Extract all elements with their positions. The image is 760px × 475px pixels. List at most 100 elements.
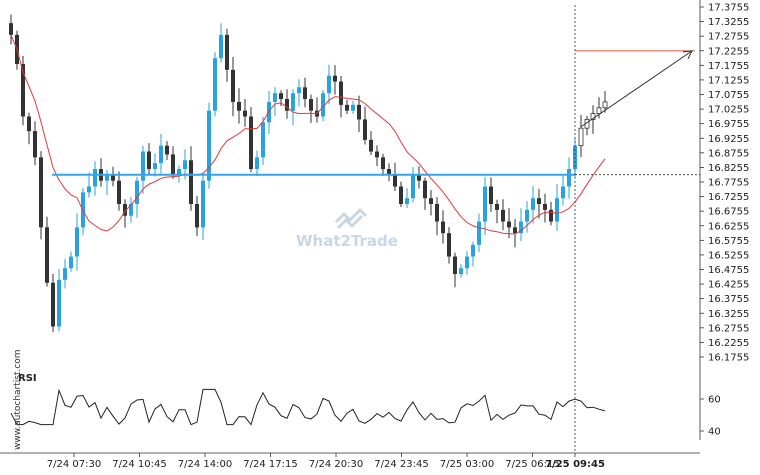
candle-body [153, 163, 157, 170]
price-tick-label: 16.7755 [708, 178, 749, 189]
candle-body [129, 204, 133, 216]
candle-body [602, 101, 608, 109]
watermark-text: What2Trade [296, 232, 398, 250]
candle-body [201, 180, 205, 228]
candles [9, 14, 608, 333]
price-tick-label: 16.8255 [708, 163, 749, 174]
candle-body [549, 209, 553, 222]
price-tick-label: 16.8755 [708, 148, 749, 159]
candle-body [243, 110, 247, 117]
rsi-tick-label: 40 [708, 427, 721, 438]
candle-body [357, 104, 361, 120]
candle-body [57, 279, 61, 327]
candle-body [51, 282, 55, 327]
candle-body [339, 81, 343, 105]
candle-body [93, 169, 97, 187]
price-tick-label: 16.6755 [708, 207, 749, 218]
candle-body [219, 34, 223, 59]
candle-body [333, 75, 337, 82]
arrow-head-icon [682, 50, 693, 60]
candle-body [327, 75, 331, 94]
candle-body [429, 198, 433, 205]
candle-body [513, 227, 517, 234]
candle-body [189, 160, 193, 205]
time-tick-label: 7/25 09:45 [545, 459, 605, 470]
candle-body [411, 174, 415, 199]
candle-body [483, 186, 487, 222]
candle-body [33, 131, 37, 158]
price-tick-label: 16.3755 [708, 294, 749, 305]
price-tick-label: 16.4755 [708, 265, 749, 276]
candle-body [405, 198, 409, 205]
candle-body [87, 186, 91, 193]
candle-body [183, 160, 187, 170]
candle-body [578, 127, 584, 147]
candle-body [596, 107, 602, 115]
candle-body [9, 23, 13, 35]
time-tick-label: 7/24 17:15 [243, 459, 297, 470]
candle-body [21, 64, 25, 117]
candle-body [435, 204, 439, 222]
candle-body [501, 209, 505, 222]
candle-body [207, 110, 211, 181]
price-tick-label: 17.2255 [708, 46, 749, 57]
candle-body [249, 116, 253, 170]
rsi-line [10, 388, 606, 426]
candle-body [417, 174, 421, 181]
candle-body [399, 186, 403, 205]
candle-body [111, 174, 115, 181]
candle-body [195, 204, 199, 228]
price-tick-label: 16.6255 [708, 221, 749, 232]
candle-body [375, 151, 379, 158]
candle-body [387, 169, 391, 175]
price-tick-label: 17.3255 [708, 17, 749, 28]
candle-body [225, 34, 229, 70]
candle-body [351, 104, 355, 111]
candle-body [531, 198, 535, 210]
rsi-axis: 60 40 [700, 395, 721, 438]
candle-body [495, 204, 499, 210]
candle-body [39, 157, 43, 228]
candle-body [441, 221, 445, 234]
rsi-tick-label: 60 [708, 395, 721, 406]
candle-body [519, 221, 523, 234]
price-tick-label: 16.5755 [708, 236, 749, 247]
candle-body [303, 87, 307, 100]
candle-body [105, 174, 109, 181]
candle-body [363, 119, 367, 140]
candle-body [279, 93, 283, 100]
candle-body [393, 174, 397, 187]
candle-body [147, 151, 151, 170]
price-tick-label: 16.4255 [708, 280, 749, 291]
candle-body [159, 145, 163, 164]
candle-body [123, 204, 127, 216]
price-tick-label: 16.9255 [708, 134, 749, 145]
candle-body [171, 154, 175, 175]
candle-body [477, 221, 481, 245]
candle-body [213, 58, 217, 111]
candle-body [459, 268, 463, 275]
price-tick-label: 17.2755 [708, 32, 749, 43]
moving-average-line [10, 34, 606, 235]
candle-body [309, 99, 313, 111]
candle-body [45, 227, 49, 283]
candle-body [567, 169, 571, 187]
time-tick-label: 7/24 20:30 [309, 459, 363, 470]
candle-body [177, 169, 181, 175]
candle-body [369, 139, 373, 152]
candle-body [231, 69, 235, 102]
price-tick-label: 17.1255 [708, 75, 749, 86]
projection-arrow [580, 50, 693, 128]
candle-body [381, 157, 385, 170]
candle-body [537, 198, 541, 205]
price-tick-label: 17.3755 [708, 3, 749, 14]
time-tick-label: 7/25 03:00 [440, 459, 494, 470]
candle-body [561, 186, 565, 199]
price-tick-label: 16.1755 [708, 353, 749, 364]
time-axis: 7/24 07:30 7/24 10:45 7/24 14:00 7/24 17:15… [0, 452, 700, 470]
candle-body [291, 93, 295, 111]
time-tick-label: 7/24 14:00 [178, 459, 232, 470]
time-tick-label: 7/24 23:45 [374, 459, 428, 470]
candle-body [453, 256, 457, 275]
